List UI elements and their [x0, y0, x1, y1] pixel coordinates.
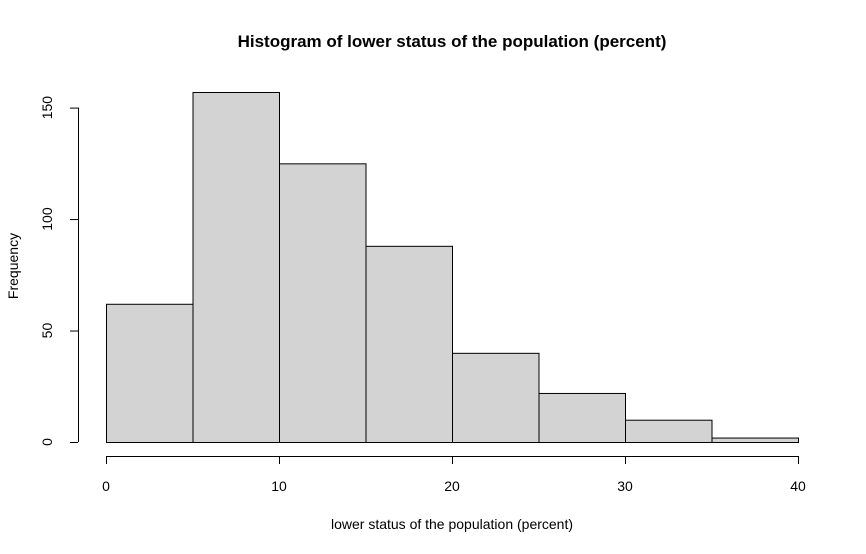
- histogram-bar: [365, 245, 453, 443]
- x-axis-label: lower status of the population (percent): [331, 516, 573, 532]
- y-tick-label: 0: [39, 438, 55, 446]
- histogram-bar: [711, 437, 799, 444]
- histogram-bars: [106, 92, 799, 444]
- y-tick-label: 150: [39, 96, 55, 120]
- x-axis: 0 10 20 30 40: [102, 456, 806, 494]
- histogram-bar: [625, 419, 713, 443]
- x-tick-label: 0: [102, 478, 110, 494]
- x-tick-label: 40: [790, 478, 806, 494]
- y-tick-label: 100: [39, 207, 55, 231]
- x-tick-label: 30: [617, 478, 633, 494]
- histogram-bar: [279, 163, 367, 443]
- y-axis-label: Frequency: [5, 233, 21, 299]
- histogram-bar: [538, 392, 626, 443]
- x-tick-label: 10: [271, 478, 287, 494]
- x-tick-label: 20: [444, 478, 460, 494]
- histogram-bar: [106, 303, 194, 444]
- y-axis: 0 50 100 150: [39, 96, 79, 446]
- histogram-bar: [452, 352, 540, 444]
- y-tick-label: 50: [39, 323, 55, 339]
- histogram-bar: [192, 92, 280, 443]
- chart-title: Histogram of lower status of the populat…: [238, 32, 667, 51]
